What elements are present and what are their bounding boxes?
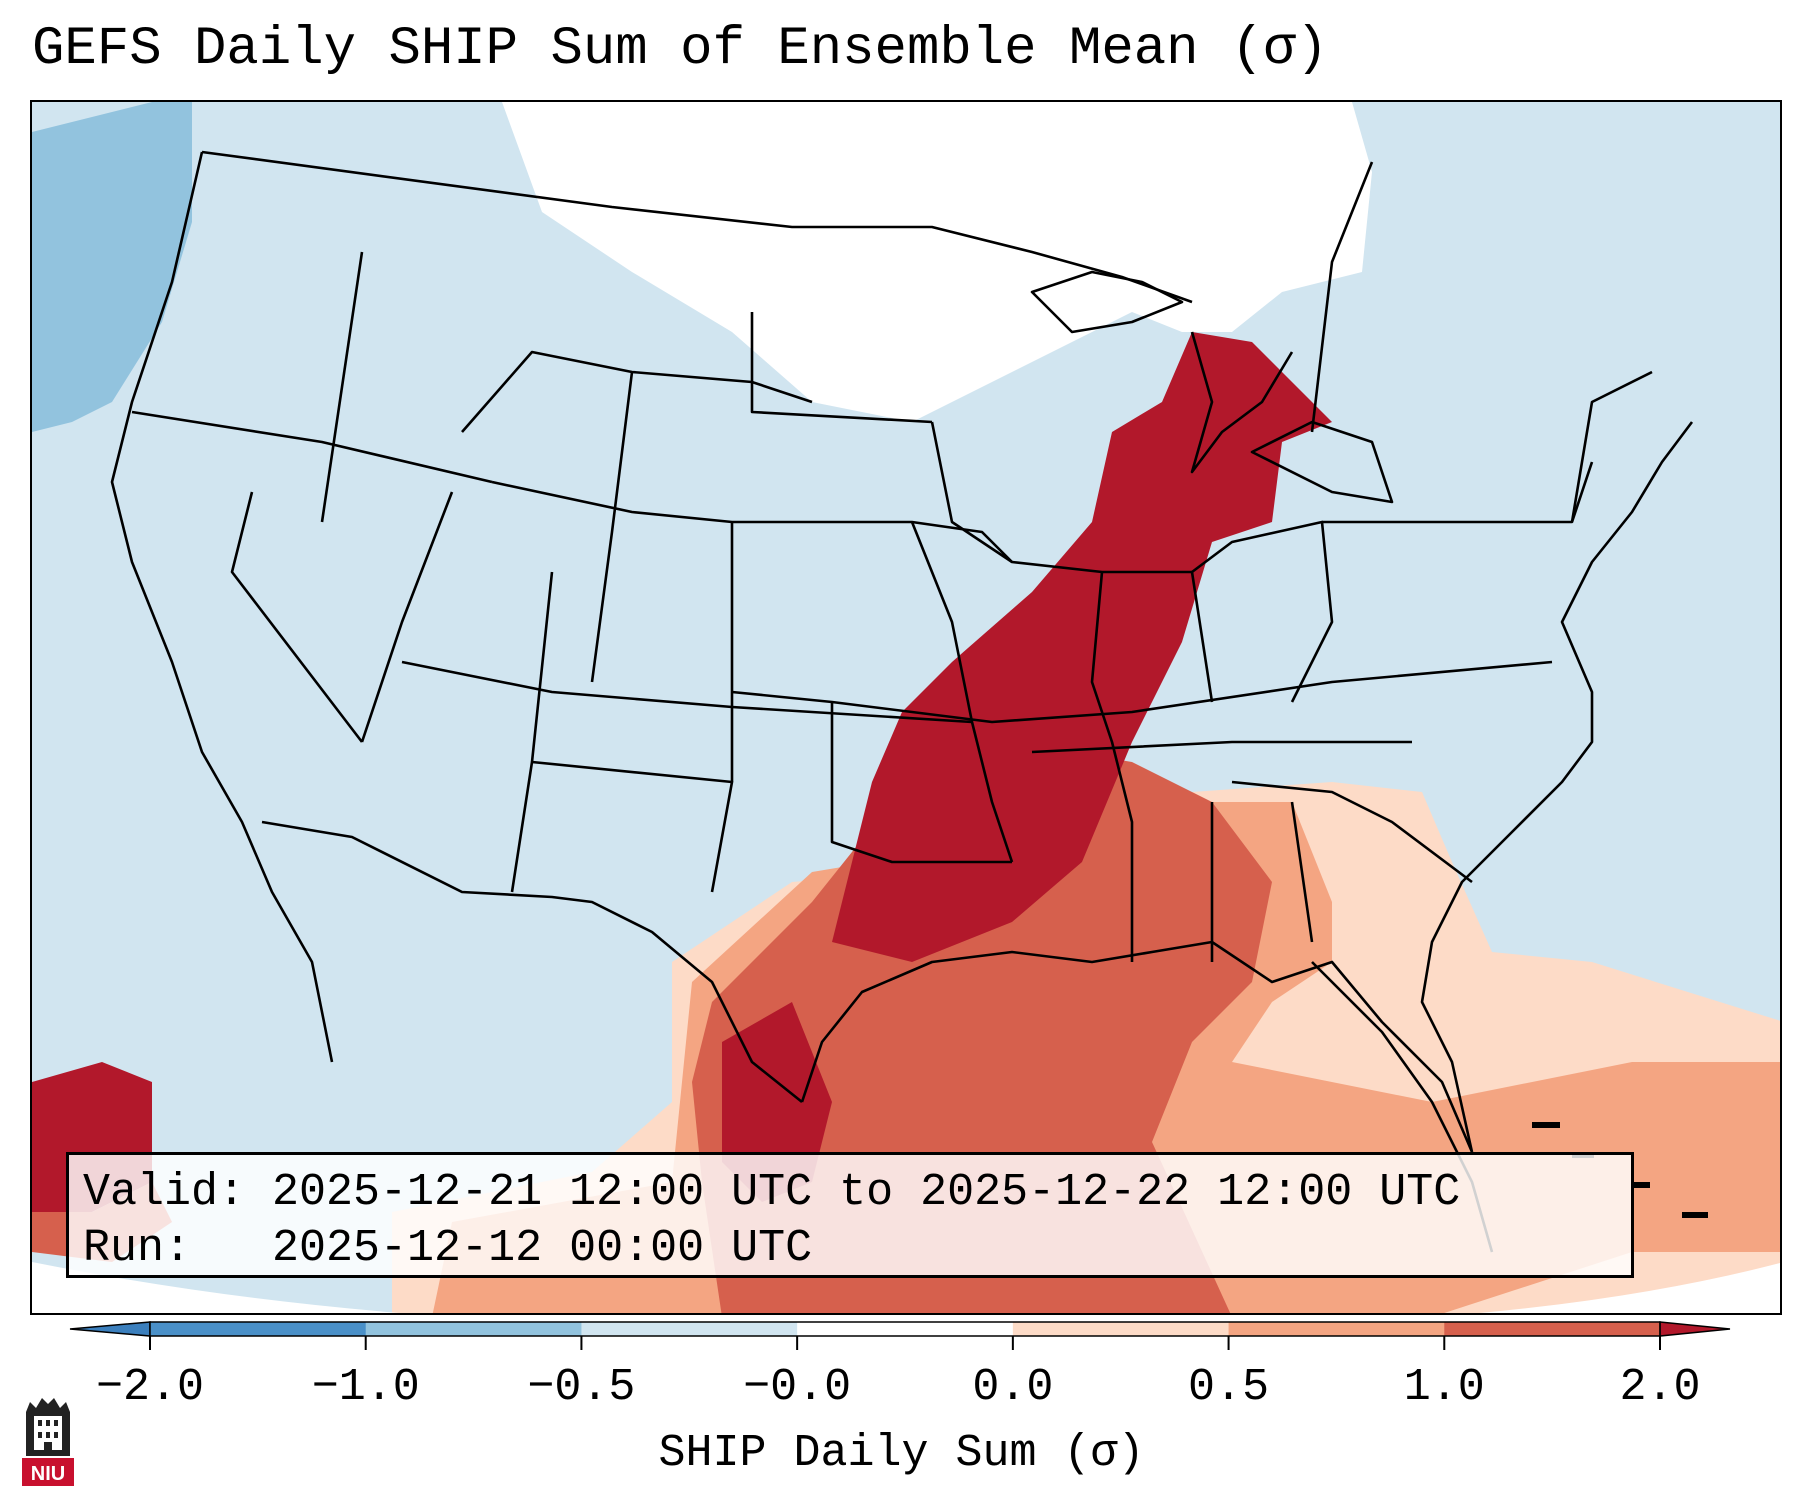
valid-time-text: Valid: 2025-12-21 12:00 UTC to 2025-12-2…: [83, 1167, 1461, 1218]
colorbar-bin: [581, 1322, 798, 1336]
field-north-neutral: [502, 102, 1372, 422]
map-field: [32, 102, 1780, 1313]
colorbar-bin: [365, 1322, 582, 1336]
colorbar-tick-label: 1.0: [1403, 1362, 1485, 1413]
state-boundaries: [110, 150, 1694, 1253]
logo-text: NIU: [31, 1463, 65, 1485]
colorbar-tick-label: −2.0: [95, 1362, 205, 1413]
colorbar-tick-label: 0.5: [1188, 1362, 1270, 1413]
map-title: GEFS Daily SHIP Sum of Ensemble Mean (σ): [32, 19, 1329, 80]
colorbar-bin: [150, 1322, 367, 1336]
colorbar-outline: [149, 1321, 1661, 1337]
map-outside-corner-right: [1479, 1263, 1780, 1313]
field-pacific-nw-below: [32, 102, 192, 432]
validity-info-box: Valid: 2025-12-21 12:00 UTC to 2025-12-2…: [66, 1152, 1634, 1278]
colorbar-tick-label: 0.0: [972, 1362, 1054, 1413]
colorbar-bin: [1012, 1322, 1230, 1336]
colorbar-bin: [1444, 1322, 1661, 1336]
map-outside-corner-left: [32, 1262, 400, 1313]
colorbar-tick-label: −0.5: [527, 1362, 636, 1413]
niu-logo: NIU: [22, 1398, 74, 1486]
colorbar: [69, 1321, 1731, 1350]
map-panel: [30, 100, 1782, 1315]
colorbar-label: SHIP Daily Sum (σ): [658, 1428, 1145, 1479]
colorbar-tick-labels: −2.0 −1.0 −0.5 −0.0 0.0 0.5 1.0 2.0: [0, 1362, 1803, 1422]
colorbar-tick-label: 2.0: [1619, 1362, 1701, 1413]
colorbar-extend-high: [1659, 1321, 1731, 1337]
field-core-much-above: [832, 332, 1332, 962]
colorbar-tick-label: −0.0: [743, 1362, 852, 1413]
colorbar-bin: [1228, 1322, 1445, 1336]
colorbar-extend-low: [69, 1321, 151, 1337]
run-time-text: Run: 2025-12-12 00:00 UTC: [83, 1223, 813, 1274]
colorbar-bin: [797, 1322, 1014, 1336]
colorbar-tick-label: −1.0: [311, 1362, 420, 1413]
